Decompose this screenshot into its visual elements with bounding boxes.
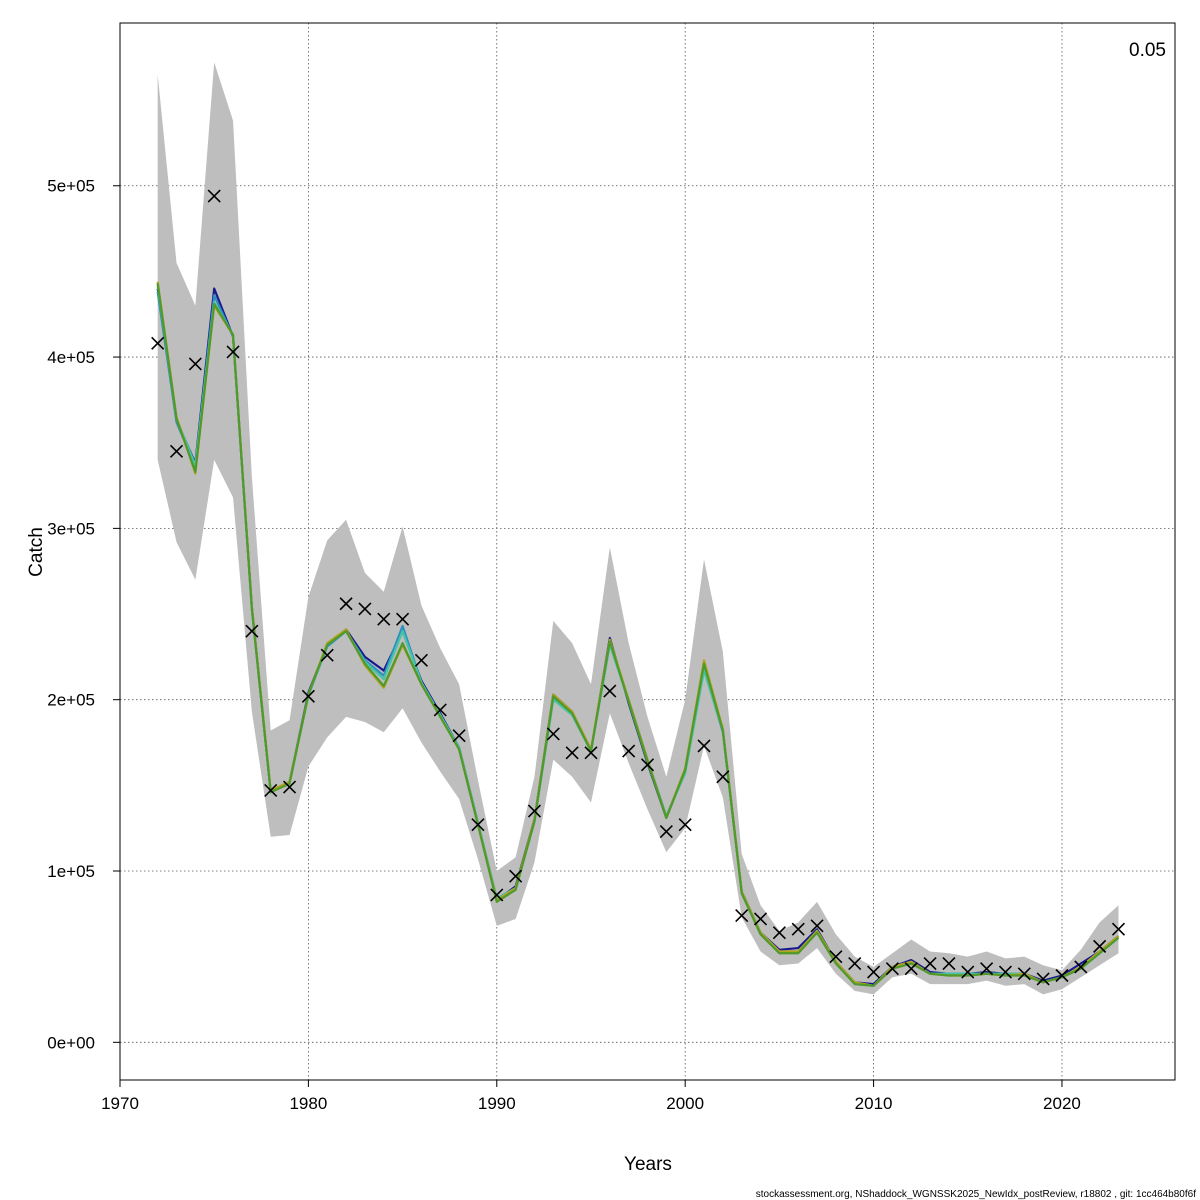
observed-point-1983 (358, 602, 372, 616)
observed-point-1984 (377, 612, 391, 626)
observed-point-2015 (961, 965, 975, 979)
y-tick-label-2: 2e+05 (47, 691, 95, 710)
observed-point-1998 (640, 758, 655, 772)
observed-point-1985 (396, 612, 410, 626)
observed-point-1976 (226, 345, 240, 359)
x-axis-title: Years (624, 1154, 672, 1175)
observed-point-1994 (565, 746, 579, 760)
x-tick-label-5: 2020 (1043, 1094, 1081, 1113)
observed-point-2013 (923, 956, 937, 971)
observed-point-1988 (452, 729, 466, 743)
observed-point-1987 (433, 703, 447, 717)
observed-point-1990 (490, 888, 504, 902)
observed-point-1986 (414, 653, 428, 667)
observed-point-2009 (848, 956, 862, 971)
observed-point-2017 (998, 965, 1013, 979)
observed-point-2020 (1055, 968, 1069, 983)
observed-point-2022 (1093, 939, 1107, 953)
observed-point-2010 (867, 965, 881, 979)
observed-point-1978 (264, 783, 278, 798)
observed-point-1995 (584, 746, 598, 760)
observed-point-1993 (546, 727, 560, 741)
observed-point-1974 (188, 357, 202, 371)
observed-point-2019 (1036, 972, 1050, 986)
observed-point-2014 (942, 956, 956, 971)
observed-point-1979 (282, 780, 297, 794)
y-tick-label-0: 0e+00 (47, 1033, 95, 1052)
observed-point-1980 (301, 689, 315, 703)
observed-point-1997 (622, 744, 636, 758)
observed-point-2016 (980, 962, 994, 976)
y-tick-label-1: 1e+05 (47, 862, 95, 881)
observed-point-1996 (603, 684, 617, 698)
observed-point-2004 (753, 912, 768, 926)
observed-point-1973 (169, 444, 184, 458)
series-line-4 (156, 283, 1120, 987)
observed-point-2012 (904, 962, 918, 976)
y-tick-label-5: 5e+05 (47, 177, 95, 196)
x-tick-label-1: 1980 (289, 1094, 327, 1113)
x-tick-label-4: 2010 (855, 1094, 893, 1113)
observed-point-2002 (716, 770, 730, 784)
observed-point-2003 (735, 908, 749, 923)
corner-label: 0.05 (1129, 40, 1166, 61)
observed-point-1972 (151, 336, 165, 350)
observed-markers (151, 189, 1126, 986)
observed-point-1989 (471, 818, 485, 832)
observed-point-2021 (1074, 960, 1088, 974)
x-axis: 1970 1980 1990 2000 2010 2020 (101, 1079, 1081, 1113)
observed-point-2005 (772, 926, 786, 940)
observed-point-1982 (339, 597, 353, 611)
observed-point-1991 (509, 869, 523, 883)
observed-point-1999 (659, 825, 673, 839)
observed-point-2006 (791, 922, 805, 936)
x-tick-label-2: 1990 (478, 1094, 516, 1113)
observed-point-1975 (207, 189, 221, 203)
y-tick-label-4: 4e+05 (47, 348, 95, 367)
fitted-lines (156, 281, 1120, 987)
observed-point-2011 (885, 962, 899, 976)
observed-point-2007 (810, 919, 824, 933)
x-tick-label-0: 1970 (101, 1094, 139, 1113)
y-axis: 0e+00 1e+05 2e+05 3e+05 4e+05 5e+05 (47, 177, 121, 1052)
observed-point-2008 (829, 950, 843, 964)
observed-point-2018 (1017, 967, 1031, 981)
y-axis-title: Catch (26, 527, 47, 577)
observed-point-1992 (527, 804, 542, 818)
observed-point-1981 (320, 648, 334, 662)
x-tick-label-3: 2000 (666, 1094, 704, 1113)
footer-note: stockassessment.org, NShaddock_WGNSSK202… (756, 1189, 1196, 1200)
observed-point-2001 (697, 739, 711, 753)
observed-point-1977 (245, 624, 259, 638)
observed-point-2000 (678, 818, 692, 832)
observed-point-2023 (1111, 922, 1126, 936)
y-tick-label-3: 3e+05 (47, 519, 95, 538)
